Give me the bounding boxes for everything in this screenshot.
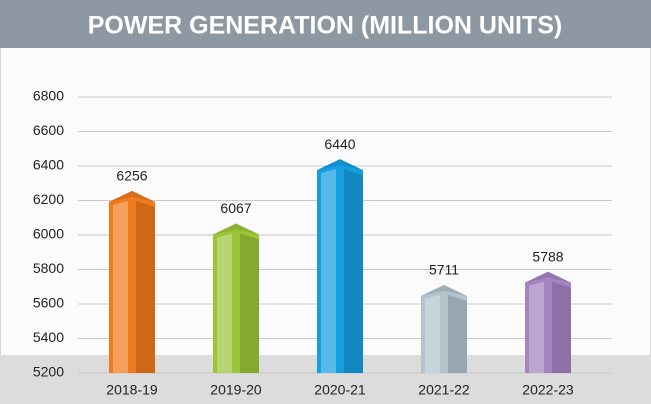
- y-tick-label: 5200: [33, 364, 64, 380]
- bar-shade-face: [136, 200, 155, 373]
- y-tick-label: 5800: [33, 260, 64, 276]
- x-tick-label: 2022-23: [522, 382, 574, 398]
- y-tick-label: 5400: [33, 329, 64, 345]
- value-label: 5788: [532, 248, 563, 264]
- bar-cap: [213, 223, 259, 235]
- bar-cap: [525, 271, 571, 283]
- bar-light-face: [217, 233, 232, 373]
- bar-shade-face: [448, 294, 467, 373]
- bar-shade-face: [240, 233, 259, 373]
- x-tick-label: 2019-20: [210, 382, 262, 398]
- value-label: 6440: [324, 136, 355, 152]
- bar-shade-face: [552, 281, 571, 373]
- bar: [109, 190, 155, 373]
- y-tick-label: 6600: [33, 122, 64, 138]
- value-label: 5711: [429, 262, 459, 278]
- bar-cap: [421, 284, 467, 296]
- x-tick-label: 2018-19: [106, 382, 158, 398]
- bar-light-face: [321, 169, 336, 373]
- y-tick-label: 6400: [33, 157, 64, 173]
- y-tick-label: 6200: [33, 191, 64, 207]
- bar-cap: [109, 190, 155, 202]
- value-label: 6256: [116, 168, 147, 184]
- y-tick-label: 6800: [33, 88, 64, 104]
- bar-light-face: [425, 294, 440, 373]
- bar-cap: [317, 159, 363, 171]
- x-tick-label: 2021-22: [418, 382, 470, 398]
- y-tick-label: 5600: [33, 295, 64, 311]
- bar: [213, 223, 259, 373]
- bar-light-face: [113, 200, 128, 373]
- bar: [421, 284, 467, 373]
- title-bar: [0, 0, 651, 48]
- y-tick-label: 6000: [33, 226, 64, 242]
- bar: [525, 271, 571, 373]
- bar-light-face: [529, 281, 544, 373]
- chart-title: POWER GENERATION (MILLION UNITS): [88, 12, 563, 40]
- bar: [317, 159, 363, 373]
- value-label: 6067: [220, 200, 251, 216]
- bar-shade-face: [344, 169, 363, 373]
- x-tick-label: 2020-21: [314, 382, 366, 398]
